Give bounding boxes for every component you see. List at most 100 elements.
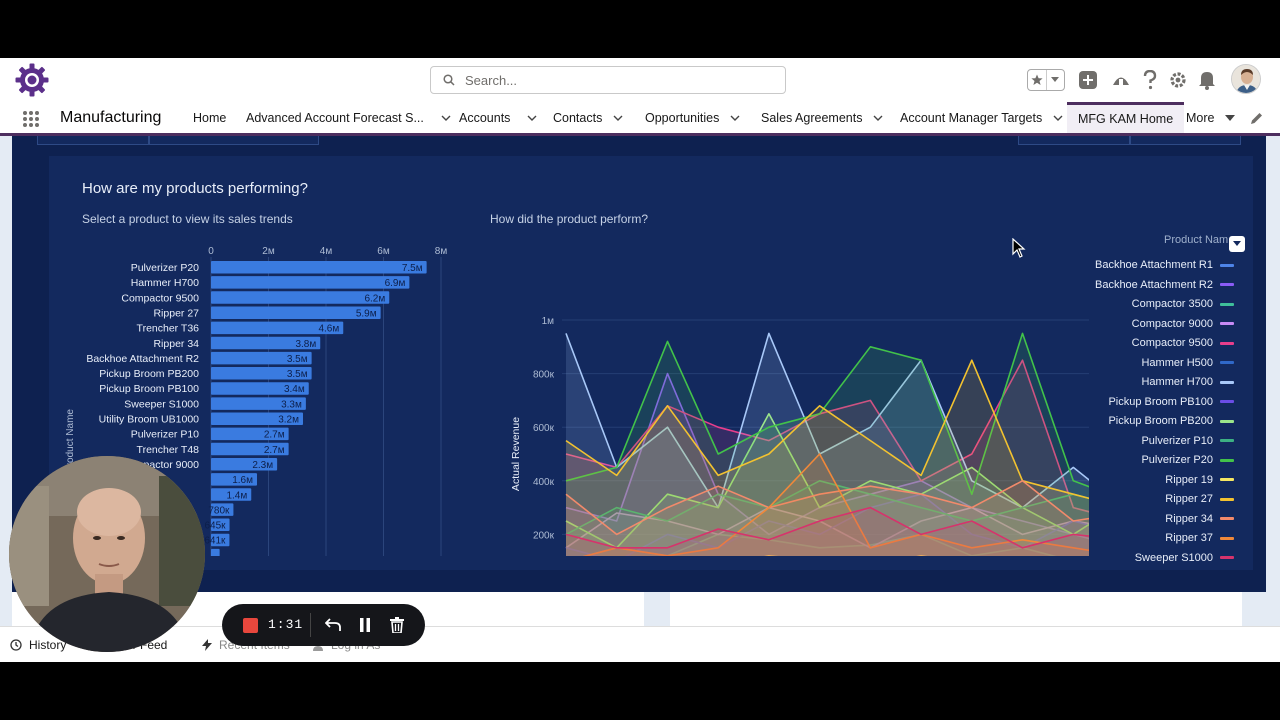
dashboard-tab-stub[interactable] [1130,136,1241,145]
bar-value-label: 3.5м [287,354,308,365]
legend-item[interactable]: Hammer H700 [1141,374,1234,390]
bar[interactable] [211,548,220,556]
bar[interactable] [211,367,312,380]
revenue-trend-area-chart[interactable]: 0200к400к600к800к1м2020FebMarAprMayJunJu… [469,236,1089,556]
series-line[interactable] [565,506,1089,549]
bar-value-label: 3.8м [295,339,316,350]
series-line[interactable] [565,506,1089,549]
bar[interactable] [211,336,321,350]
series-line[interactable] [565,493,1089,556]
legend-swatch [1220,322,1234,325]
bar[interactable] [211,473,257,486]
nav-more-menu[interactable]: More [1186,102,1236,133]
legend-dropdown-button[interactable] [1229,236,1245,252]
legend-item[interactable]: Backhoe Attachment R2 [1095,277,1234,293]
utility-label: History [29,638,67,652]
dashboard-tab-stub[interactable] [149,136,319,145]
utility-history[interactable]: History [10,638,66,652]
bar[interactable] [211,533,230,547]
legend-item[interactable]: Compactor 9500 [1132,335,1234,351]
dashboard-tab-stub[interactable] [1018,136,1130,145]
nav-tab-sales-agreements[interactable]: Sales Agreements [761,102,884,133]
bar[interactable] [211,457,278,471]
bar[interactable] [211,397,306,410]
user-avatar[interactable] [1231,64,1261,94]
app-launcher-waffle-icon[interactable] [22,110,40,128]
legend-item[interactable]: Backhoe Attachment R1 [1095,257,1234,273]
trailhead-icon[interactable] [1110,69,1132,91]
nav-tab-advanced-account-forecast[interactable]: Advanced Account Forecast S... [246,102,452,133]
bar-value-label: 645к [204,521,226,532]
nav-tab-home[interactable]: Home [193,102,226,133]
legend-item-label: Backhoe Attachment R2 [1094,278,1213,291]
legend-swatch [1220,556,1234,559]
bar-value-label: 7.5м [402,263,423,274]
bar[interactable] [211,503,234,516]
series-line[interactable] [565,412,1089,549]
chevron-down-icon[interactable] [872,112,884,124]
series-line[interactable] [565,332,1089,499]
bar[interactable] [211,427,289,441]
series-line[interactable] [566,453,1089,556]
legend-item[interactable]: Compactor 9000 [1132,316,1234,332]
legend-item[interactable]: Ripper 34 [1165,511,1234,527]
star-icon[interactable] [1028,70,1046,90]
nav-tab-account-manager-targets[interactable]: Account Manager Targets [900,102,1064,133]
global-search[interactable] [430,66,786,94]
bar[interactable] [211,291,390,304]
help-icon[interactable] [1139,69,1161,91]
notifications-bell-icon[interactable] [1196,69,1218,91]
dashboard-tab-stub[interactable] [37,136,149,145]
edit-pencil-icon[interactable] [1250,111,1264,125]
search-input[interactable] [465,72,745,88]
gear-logo-icon[interactable] [14,62,50,98]
bar-category-label: Compactor 9500 [121,292,199,304]
setup-gear-icon[interactable] [1167,69,1189,91]
legend-item[interactable]: Pulverizer P20 [1141,452,1234,468]
pause-icon[interactable] [355,615,375,635]
favorites-button-group[interactable] [1027,69,1065,91]
legend-item[interactable]: Sweeper S1000 [1135,550,1234,566]
legend-item-label: Sweeper S1000 [1134,551,1213,564]
bar[interactable] [211,442,289,456]
series-line[interactable] [565,479,1089,536]
bar[interactable] [211,261,427,274]
legend-item[interactable]: Compactor 3500 [1132,296,1234,312]
bar[interactable] [211,518,230,532]
chevron-down-icon[interactable] [729,112,741,124]
nav-tab-contacts[interactable]: Contacts [553,102,624,133]
nav-tab-accounts[interactable]: Accounts [459,102,538,133]
bar[interactable] [211,488,252,501]
undo-icon[interactable] [323,615,343,635]
nav-tab-opportunities[interactable]: Opportunities [645,102,741,133]
series-line[interactable] [565,479,1089,536]
bar[interactable] [211,321,344,335]
chevron-down-icon[interactable] [1052,112,1064,124]
add-icon[interactable] [1077,69,1099,91]
bar[interactable] [211,276,410,289]
stop-recording-button[interactable] [243,618,258,633]
favorites-dropdown-icon[interactable] [1045,70,1065,90]
caret-down-icon[interactable] [1224,112,1236,124]
chevron-down-icon[interactable] [526,112,538,124]
legend-item[interactable]: Pickup Broom PB200 [1108,413,1234,429]
chevron-down-icon[interactable] [612,112,624,124]
legend-item[interactable]: Pulverizer P10 [1141,433,1234,449]
bar[interactable] [211,306,381,319]
legend-item[interactable]: Hammer H500 [1141,355,1234,371]
bar[interactable] [211,412,303,426]
series-line[interactable] [565,332,1089,509]
bar-category-label: Utility Broom UB1000 [99,414,200,426]
series-line[interactable] [565,359,1089,507]
bar-value-label: 2.3м [252,460,273,471]
legend-item[interactable]: Pickup Broom PB100 [1108,394,1234,410]
bar[interactable] [211,382,309,395]
bar[interactable] [211,351,312,365]
product-revenue-bar-chart[interactable]: 0 2м 4м 6м 8м Product Name Pulverizer P20 7.5м H… [49,236,459,556]
nav-tab-mfg-kam-home[interactable]: MFG KAM Home [1067,102,1185,133]
legend-item[interactable]: Ripper 19 [1165,472,1234,488]
legend-item[interactable]: Ripper 27 [1165,491,1234,507]
chevron-down-icon[interactable] [440,112,452,124]
legend-item[interactable]: Ripper 37 [1165,530,1234,546]
trash-icon[interactable] [387,615,407,635]
